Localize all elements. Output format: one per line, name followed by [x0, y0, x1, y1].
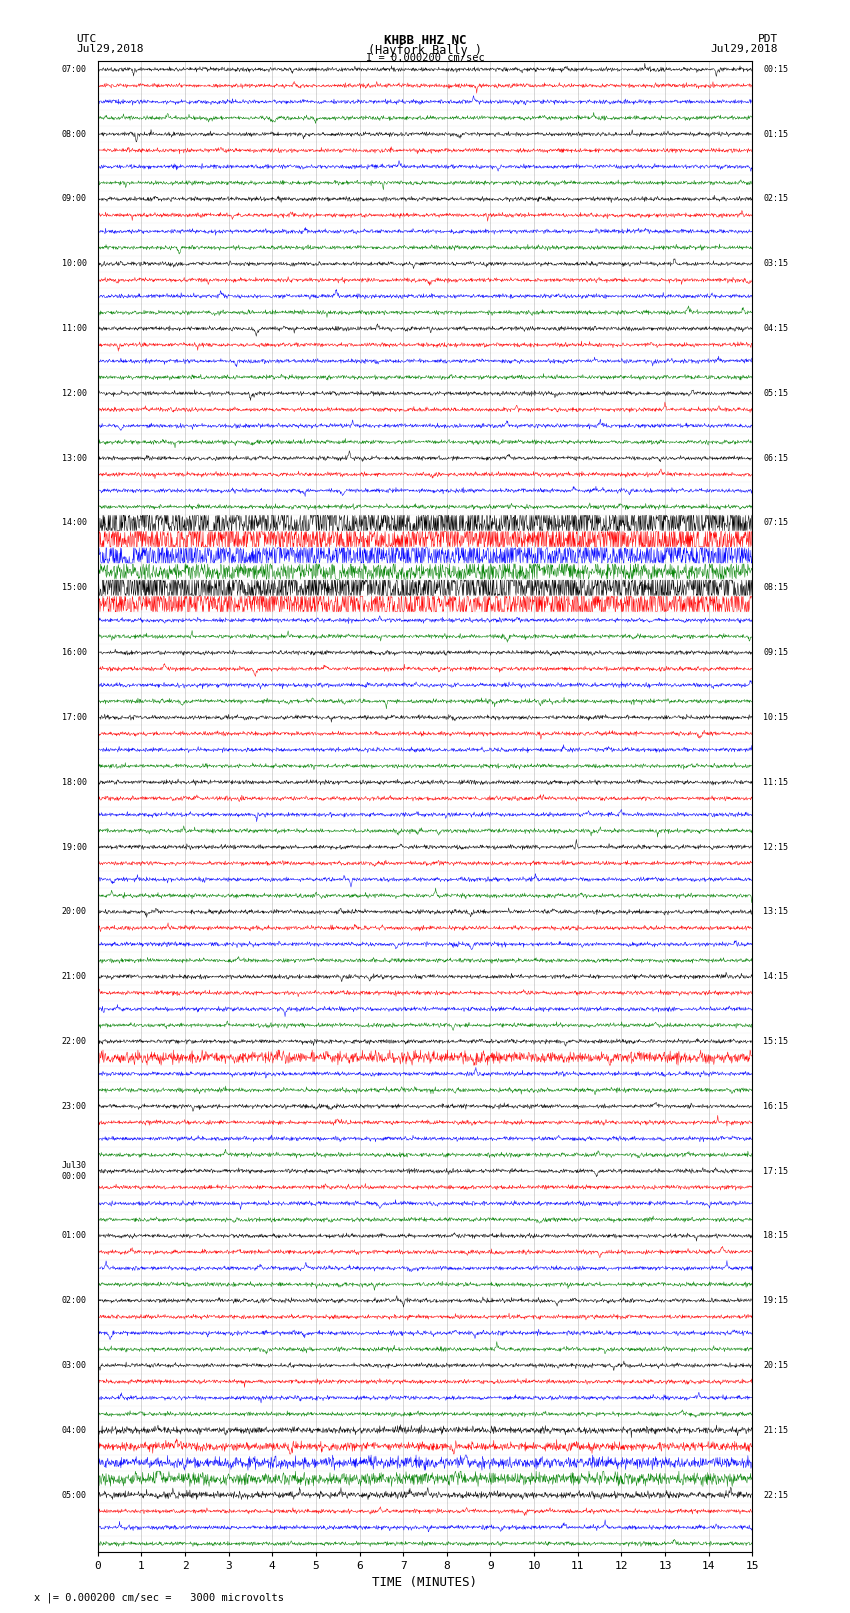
Text: 19:00: 19:00 [62, 842, 87, 852]
Text: 11:00: 11:00 [62, 324, 87, 334]
Text: 13:15: 13:15 [763, 907, 788, 916]
Text: 23:00: 23:00 [62, 1102, 87, 1111]
Text: PDT: PDT [757, 34, 778, 44]
Text: 14:00: 14:00 [62, 518, 87, 527]
Text: 18:15: 18:15 [763, 1231, 788, 1240]
Text: 18:00: 18:00 [62, 777, 87, 787]
Text: Jul29,2018: Jul29,2018 [711, 44, 778, 53]
Text: 19:15: 19:15 [763, 1297, 788, 1305]
Text: 21:15: 21:15 [763, 1426, 788, 1434]
Text: KHBB HHZ NC: KHBB HHZ NC [383, 34, 467, 47]
Text: 16:15: 16:15 [763, 1102, 788, 1111]
X-axis label: TIME (MINUTES): TIME (MINUTES) [372, 1576, 478, 1589]
Text: 11:15: 11:15 [763, 777, 788, 787]
Text: 02:15: 02:15 [763, 195, 788, 203]
Text: 07:00: 07:00 [62, 65, 87, 74]
Text: Jul30
00:00: Jul30 00:00 [62, 1161, 87, 1181]
Text: 04:00: 04:00 [62, 1426, 87, 1434]
Text: 10:00: 10:00 [62, 260, 87, 268]
Text: 12:15: 12:15 [763, 842, 788, 852]
Text: 13:00: 13:00 [62, 453, 87, 463]
Text: 14:15: 14:15 [763, 973, 788, 981]
Text: 00:15: 00:15 [763, 65, 788, 74]
Text: 01:00: 01:00 [62, 1231, 87, 1240]
Text: 05:15: 05:15 [763, 389, 788, 398]
Text: 04:15: 04:15 [763, 324, 788, 334]
Text: 03:00: 03:00 [62, 1361, 87, 1369]
Text: 07:15: 07:15 [763, 518, 788, 527]
Text: 22:00: 22:00 [62, 1037, 87, 1045]
Text: 08:15: 08:15 [763, 584, 788, 592]
Text: 15:00: 15:00 [62, 584, 87, 592]
Text: 01:15: 01:15 [763, 129, 788, 139]
Text: 10:15: 10:15 [763, 713, 788, 723]
Text: x |= 0.000200 cm/sec =   3000 microvolts: x |= 0.000200 cm/sec = 3000 microvolts [34, 1592, 284, 1603]
Text: 06:15: 06:15 [763, 453, 788, 463]
Text: 09:15: 09:15 [763, 648, 788, 656]
Text: UTC: UTC [76, 34, 97, 44]
Text: 05:00: 05:00 [62, 1490, 87, 1500]
Text: 21:00: 21:00 [62, 973, 87, 981]
Text: 09:00: 09:00 [62, 195, 87, 203]
Text: 20:15: 20:15 [763, 1361, 788, 1369]
Text: 08:00: 08:00 [62, 129, 87, 139]
Text: 22:15: 22:15 [763, 1490, 788, 1500]
Text: 15:15: 15:15 [763, 1037, 788, 1045]
Text: 03:15: 03:15 [763, 260, 788, 268]
Text: 17:15: 17:15 [763, 1166, 788, 1176]
Text: 17:00: 17:00 [62, 713, 87, 723]
Text: 12:00: 12:00 [62, 389, 87, 398]
Text: Jul29,2018: Jul29,2018 [76, 44, 144, 53]
Text: (Hayfork Bally ): (Hayfork Bally ) [368, 44, 482, 56]
Text: I = 0.000200 cm/sec: I = 0.000200 cm/sec [366, 53, 484, 63]
Text: 16:00: 16:00 [62, 648, 87, 656]
Text: 02:00: 02:00 [62, 1297, 87, 1305]
Text: 20:00: 20:00 [62, 907, 87, 916]
